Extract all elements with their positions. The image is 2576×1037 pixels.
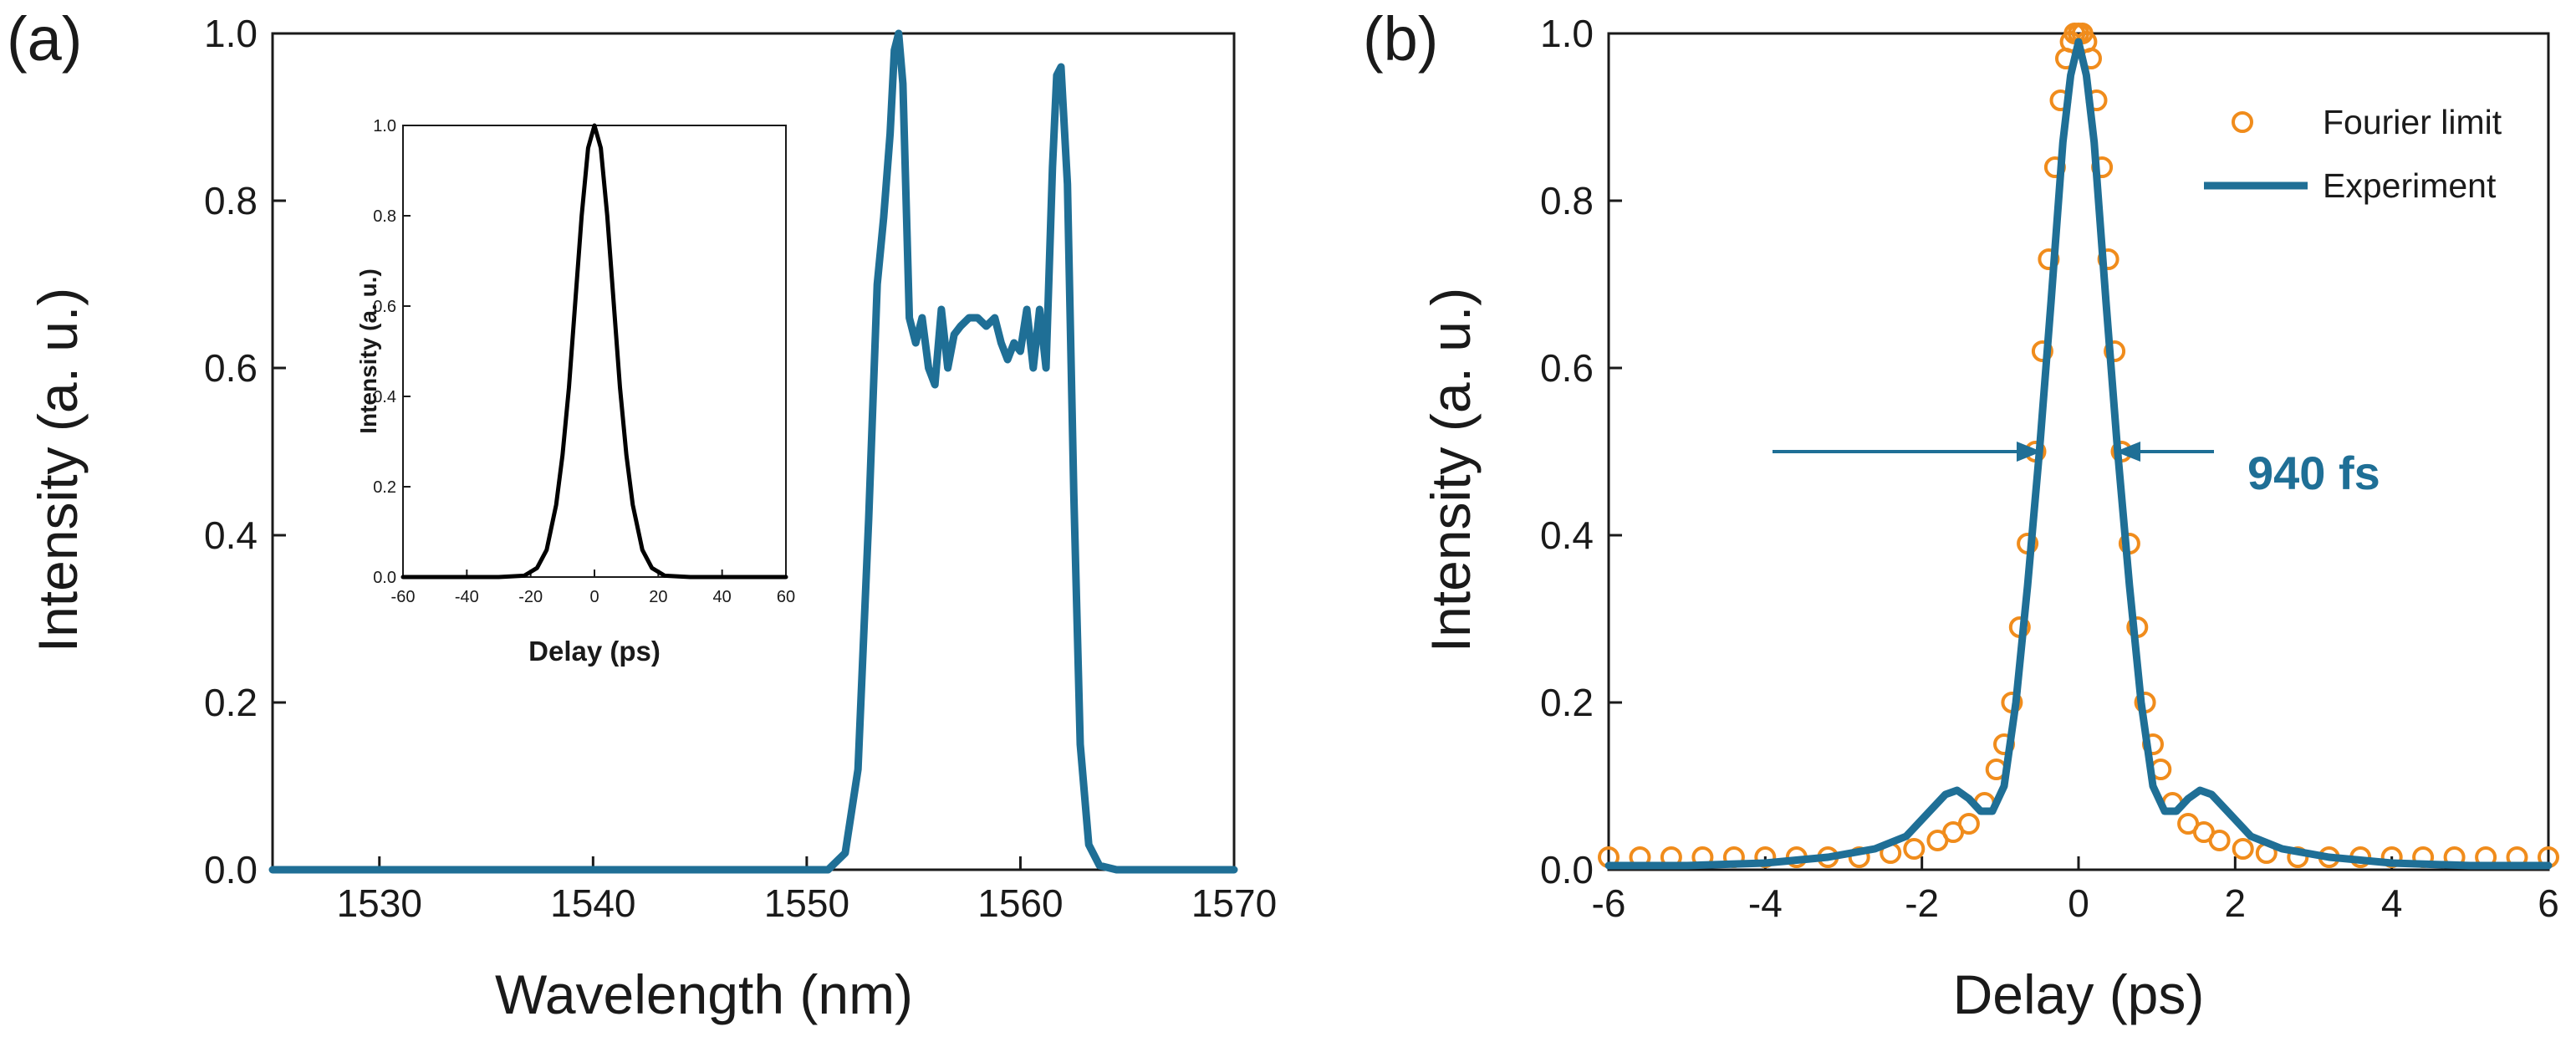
panel-b-ytick-label: 0.8 [1540, 179, 1594, 222]
fwhm-annotation: 940 fs [1773, 442, 2380, 499]
legend-fourier-label: Fourier limit [2323, 103, 2502, 141]
panel-a-ylabel: Intensity (a. u.) [27, 288, 89, 653]
panel-b-xtick-label: 0 [2068, 881, 2089, 925]
panel-b-xtick-label: -6 [1592, 881, 1626, 925]
panel-a-ytick-label: 0.4 [204, 513, 258, 557]
fwhm-label: 940 fs [2247, 447, 2380, 499]
panel-a-xtick-label: 1560 [977, 881, 1063, 925]
inset-xtick-label: -60 [391, 588, 416, 606]
panel-a-series [268, 29, 1238, 874]
panel-b-series [1598, 23, 2559, 870]
panel-a-inset: -60 -40 -20 0 20 40 60 0.0 0.2 0.4 0.6 0.8 1.0 Delay… [355, 117, 795, 667]
panel-a-ytick-label: 0.0 [204, 848, 258, 891]
panel-a-axes: 1530 1540 1550 1560 1570 0.0 0.2 0.4 0.6 0.8 1.0 [204, 12, 1277, 925]
panel-a-xtick-label: 1530 [337, 881, 422, 925]
inset-axes: -60 -40 -20 0 20 40 60 0.0 0.2 0.4 0.6 0.8 1.0 [373, 117, 795, 606]
fwhm-arrow-right-head [2115, 442, 2141, 462]
fourier-limit-point [1903, 838, 1926, 860]
panel-a-ytick-label: 0.6 [204, 346, 258, 390]
panel-a-xtick-label: 1550 [764, 881, 849, 925]
panel-b-ytick-label: 0.2 [1540, 681, 1594, 724]
legend: Fourier limit Experiment [2204, 103, 2502, 205]
legend-fourier-marker [2232, 111, 2253, 133]
inset-xlabel: Delay (ps) [528, 636, 661, 667]
panel-b-ytick-label: 0.6 [1540, 346, 1594, 390]
inset-xtick-label: -40 [455, 588, 479, 606]
panel-a-xtick-label: 1540 [550, 881, 635, 925]
panel-b-axes: -6 -4 -2 0 2 4 6 0.0 0.2 0.4 0.6 0.8 1.0 [1540, 12, 2559, 925]
panel-b-ylabel: Intensity (a. u.) [1420, 288, 1482, 653]
panel-a-xlabel: Wavelength (nm) [495, 963, 913, 1025]
fourier-limit-point [1957, 813, 1980, 835]
panel-a-label: (a) [7, 4, 82, 74]
panel-a-ytick-label: 1.0 [204, 12, 258, 55]
inset-ytick-label: 1.0 [373, 117, 396, 135]
spectrum-line [268, 29, 1238, 874]
panel-b-xtick-label: 4 [2381, 881, 2403, 925]
experiment-line [1604, 38, 2553, 870]
panel-b-frame [1607, 32, 2550, 871]
inset-ylabel: Intensity (a. u.) [355, 268, 381, 434]
panel-b-xtick-label: 6 [2538, 881, 2559, 925]
inset-series [400, 123, 788, 580]
inset-xtick-label: 40 [713, 588, 732, 606]
fourier-limit-point [2104, 340, 2126, 362]
panel-b-label: (b) [1363, 4, 1438, 74]
inset-xtick-label: 60 [777, 588, 795, 606]
panel-a-ytick-label: 0.8 [204, 179, 258, 222]
fwhm-arrow-left-head [2016, 442, 2042, 462]
inset-xtick-label: -20 [518, 588, 543, 606]
panel-b-xtick-label: -4 [1748, 881, 1783, 925]
inset-ytick-label: 0.4 [373, 388, 396, 406]
fourier-limit-point [2208, 830, 2231, 851]
inset-frame [402, 125, 787, 578]
panel-b-ytick-label: 1.0 [1540, 12, 1594, 55]
panel-b-ytick-label: 0.4 [1540, 513, 1594, 557]
inset-xtick-label: 0 [589, 588, 599, 606]
legend-experiment-label: Experiment [2323, 166, 2497, 205]
inset-xtick-label: 20 [649, 588, 667, 606]
panel-a-xtick-label: 1570 [1191, 881, 1277, 925]
fourier-limit-point [2031, 340, 2053, 362]
fourier-limit-point [2232, 838, 2254, 860]
panel-a: (a) Intensity (a. u.) Wavelength (nm) 15… [7, 4, 1277, 1025]
panel-a-ytick-label: 0.2 [204, 681, 258, 724]
panel-b-xlabel: Delay (ps) [1953, 963, 2205, 1025]
inset-ytick-label: 0.2 [373, 478, 396, 497]
panel-b-ytick-label: 0.0 [1540, 848, 1594, 891]
inset-ytick-label: 0.0 [373, 569, 396, 587]
inset-autocorrelation-line [400, 123, 788, 580]
panel-b-xtick-label: 2 [2225, 881, 2247, 925]
inset-ytick-label: 0.8 [373, 207, 396, 226]
inset-ytick-label: 0.6 [373, 298, 396, 316]
panel-b-xtick-label: -2 [1905, 881, 1939, 925]
panel-b: (b) Intensity (a. u.) Delay (ps) -6 -4 -2 0… [1363, 4, 2559, 1025]
